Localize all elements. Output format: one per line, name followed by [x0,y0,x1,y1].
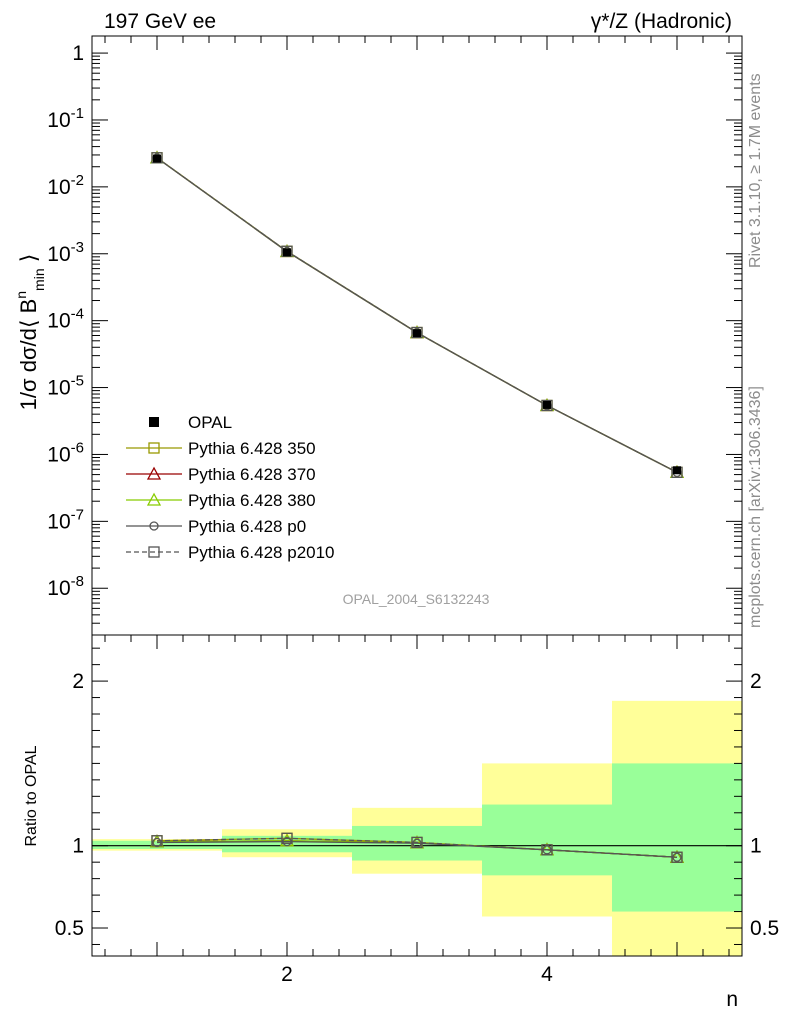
y-tick-label: 10-1 [47,105,84,132]
legend-label-opal: OPAL [188,413,232,432]
ratio-marker-4 [411,836,423,849]
legend: OPAL Pythia 6.428 350 Pythia 6.428 370 Pyth… [126,413,335,562]
ratio-marker-3 [282,836,292,847]
main-series-line-4 [156,157,678,473]
opal-data-point [283,248,291,257]
y-tick-label: 10-3 [47,239,84,266]
legend-marker-3 [149,521,159,531]
ratio-x-tick-label: 2 [281,963,293,986]
opal-data-point [543,400,551,409]
y-tick-label: 10-6 [47,439,84,466]
analysis-watermark: OPAL_2004_S6132243 [343,591,490,607]
main-marker-4 [411,326,423,339]
y-tick-label: 10-4 [47,306,84,333]
header-right-label: γ*/Z (Hadronic) [591,10,732,33]
ratio-y-tick-label: 0.5 [55,917,84,940]
main-marker-4 [541,399,553,412]
rivet-version-label: Rivet 3.1.10, ≥ 1.7M events [747,73,764,268]
opal-data-point [153,154,161,163]
header-left-label: 197 GeV ee [104,10,216,33]
ratio-marker-4 [671,851,683,863]
y-tick-label: 1 [72,42,84,65]
main-series-line-3 [156,157,678,473]
ratio-y-tick-label-right: 2 [750,670,762,693]
legend-marker-4 [148,546,160,558]
main-marker-4 [151,152,163,164]
main-series-line-2 [156,157,678,473]
main-series-line-1 [156,157,678,473]
ratio-panel: 0.5 0.5 1 1 2 2 2 4 n Ratio to OPAL [23,634,779,1011]
ratio-x-tick-label: 4 [541,963,553,986]
opal-data-point [673,466,681,475]
ratio-marker-4 [541,844,553,856]
y-tick-label: 10-5 [47,373,84,400]
ratio-y-tick-label: 1 [72,835,84,858]
main-y-axis-label: 1/σ dσ/d⟨ Bnmin ⟩ [13,254,47,411]
ratio-y-axis-label: Ratio to OPAL [23,745,40,846]
legend-label-4: Pythia 6.428 p2010 [188,543,335,562]
legend-marker-0 [148,442,160,454]
legend-marker-1 [146,466,162,480]
ratio-y-tick-label-right: 1 [750,835,762,858]
legend-label-0: Pythia 6.428 350 [188,439,316,458]
ratio-green-band-3 [482,804,612,876]
ratio-green-band-0 [92,840,222,849]
main-panel: 1 10-1 10-2 10-3 10-4 10-5 10-6 10-7 10-8 1/σ dσ/… [13,35,743,636]
legend-label-3: Pythia 6.428 p0 [188,517,306,536]
ratio-y-tick-label: 2 [72,670,84,693]
legend-marker-opal [149,417,159,427]
y-tick-label: 10-2 [47,172,84,199]
legend-marker-2 [146,492,162,506]
x-axis-label: n [726,988,738,1011]
ratio-marker-4 [151,835,163,847]
main-series-line-0 [156,157,678,473]
legend-label-1: Pythia 6.428 370 [188,465,316,484]
ratio-y-tick-label-right: 0.5 [750,917,779,940]
legend-label-2: Pythia 6.428 380 [188,491,316,510]
opal-data-point [413,329,421,338]
y-tick-label: 10-7 [47,506,84,533]
ratio-marker-4 [281,832,293,844]
ratio-series-line-4 [156,837,678,858]
y-tick-label: 10-8 [47,573,84,600]
ratio-green-band-4 [612,763,742,912]
mcplots-label: mcplots.cern.ch [arXiv:1306.3436] [747,386,764,628]
